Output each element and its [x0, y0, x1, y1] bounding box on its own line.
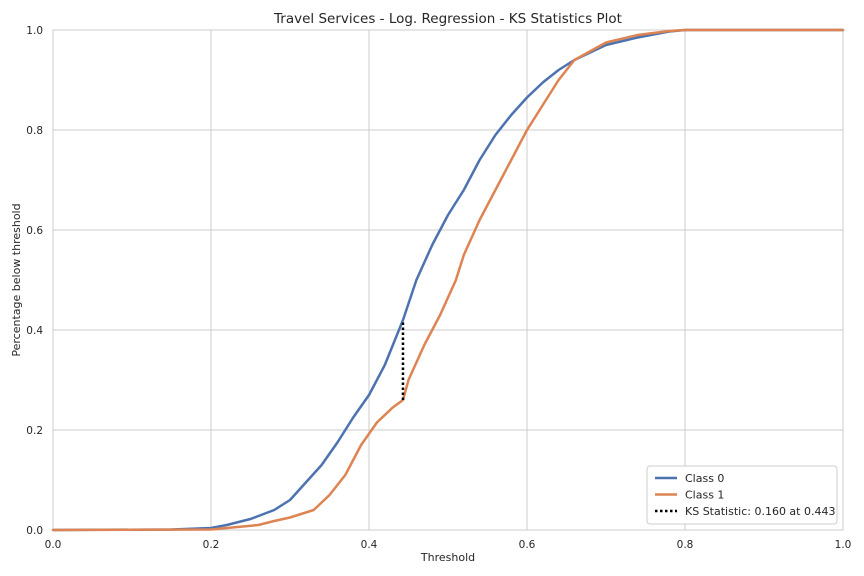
y-tick-label: 0.6	[26, 225, 43, 237]
legend-label-class-1: Class 1	[685, 489, 724, 502]
series-layer	[51, 28, 845, 532]
grid-lines	[52, 29, 844, 531]
x-tick-label: 0.0	[45, 539, 62, 551]
x-tick-label: 0.4	[361, 539, 378, 551]
x-axis-label: Threshold	[420, 551, 475, 564]
x-tick-labels: 0.0 0.2 0.4 0.6 0.8 1.0	[45, 539, 852, 551]
y-tick-label: 1.0	[26, 25, 43, 37]
x-tick-label: 0.8	[677, 539, 694, 551]
plot-area	[52, 29, 844, 531]
legend-box	[646, 465, 838, 525]
chart-title: Travel Services - Log. Regression - KS S…	[273, 11, 622, 27]
x-tick-label: 0.2	[203, 539, 220, 551]
y-tick-label: 0.8	[26, 125, 43, 137]
series-line-class-1	[51, 28, 845, 532]
y-tick-label: 0.0	[26, 525, 43, 537]
legend: Class 0 Class 1 KS Statistic: 0.160 at 0…	[646, 465, 838, 525]
y-tick-labels: 0.0 0.2 0.4 0.6 0.8 1.0	[26, 25, 43, 537]
x-tick-label: 1.0	[835, 539, 852, 551]
y-tick-label: 0.4	[26, 325, 43, 337]
x-tick-label: 0.6	[519, 539, 536, 551]
legend-label-ks-statistic: KS Statistic: 0.160 at 0.443	[685, 505, 835, 518]
y-axis-label: Percentage below threshold	[10, 203, 23, 356]
y-tick-label: 0.2	[26, 425, 43, 437]
legend-label-class-0: Class 0	[685, 472, 724, 485]
